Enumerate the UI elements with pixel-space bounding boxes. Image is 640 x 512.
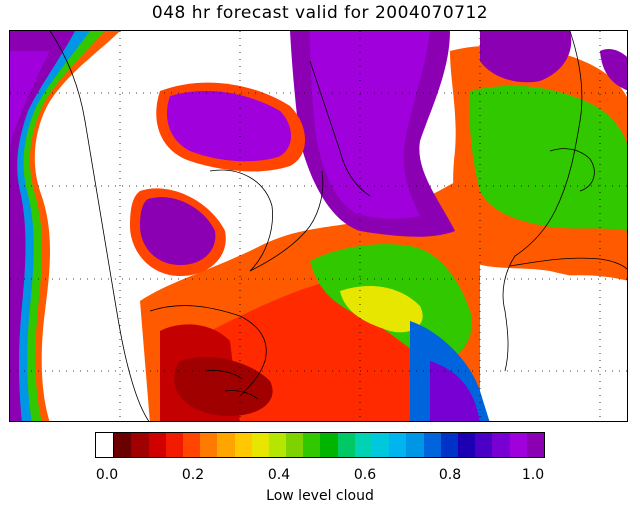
colorbar-tick-4: 0.8	[438, 467, 462, 483]
colorbar-swatch	[320, 433, 338, 457]
colorbar-swatch	[131, 433, 149, 457]
cloud-forecast-map	[9, 30, 628, 422]
colorbar-swatch	[509, 433, 527, 457]
colorbar-swatch	[165, 433, 183, 457]
colorbar-swatch	[337, 433, 355, 457]
colorbar-swatch	[234, 433, 252, 457]
map-canvas	[10, 31, 627, 421]
page-title: 048 hr forecast valid for 2004070712	[151, 3, 489, 23]
colorbar	[95, 432, 545, 458]
colorbar-swatch	[303, 433, 321, 457]
colorbar-swatch	[354, 433, 372, 457]
colorbar-swatch	[475, 433, 493, 457]
graticule	[10, 31, 627, 421]
colorbar-tick-2: 0.4	[267, 467, 291, 483]
colorbar-swatch	[182, 433, 201, 457]
colorbar-swatch	[440, 433, 458, 457]
colorbar-swatch	[423, 433, 441, 457]
colorbar-swatch	[96, 433, 115, 457]
colorbar-swatch	[389, 433, 407, 457]
land-africa-clear	[490, 275, 627, 421]
colorbar-swatch	[286, 433, 304, 457]
colorbar-title: Low level cloud	[266, 488, 374, 504]
colorbar-swatch	[268, 433, 287, 457]
colorbar-tick-3: 0.6	[353, 467, 377, 483]
colorbar-swatch	[492, 433, 510, 457]
colorbar-swatch	[114, 433, 132, 457]
colorbar-swatch	[526, 433, 544, 457]
coastlines	[49, 31, 627, 421]
colorbar-swatch	[406, 433, 424, 457]
colorbar-swatch	[457, 433, 476, 457]
land-north-america-clear	[53, 88, 130, 331]
cloud-field-pacific	[10, 31, 120, 421]
colorbar-tick-1: 0.2	[181, 467, 205, 483]
colorbar-swatch	[251, 433, 269, 457]
colorbar-swatch	[217, 433, 235, 457]
colorbar-swatch	[200, 433, 218, 457]
colorbar-swatch	[148, 433, 166, 457]
colorbar-tick-5: 1.0	[521, 467, 545, 483]
colorbar-tick-0: 0.0	[95, 467, 119, 483]
colorbar-swatch	[372, 433, 390, 457]
